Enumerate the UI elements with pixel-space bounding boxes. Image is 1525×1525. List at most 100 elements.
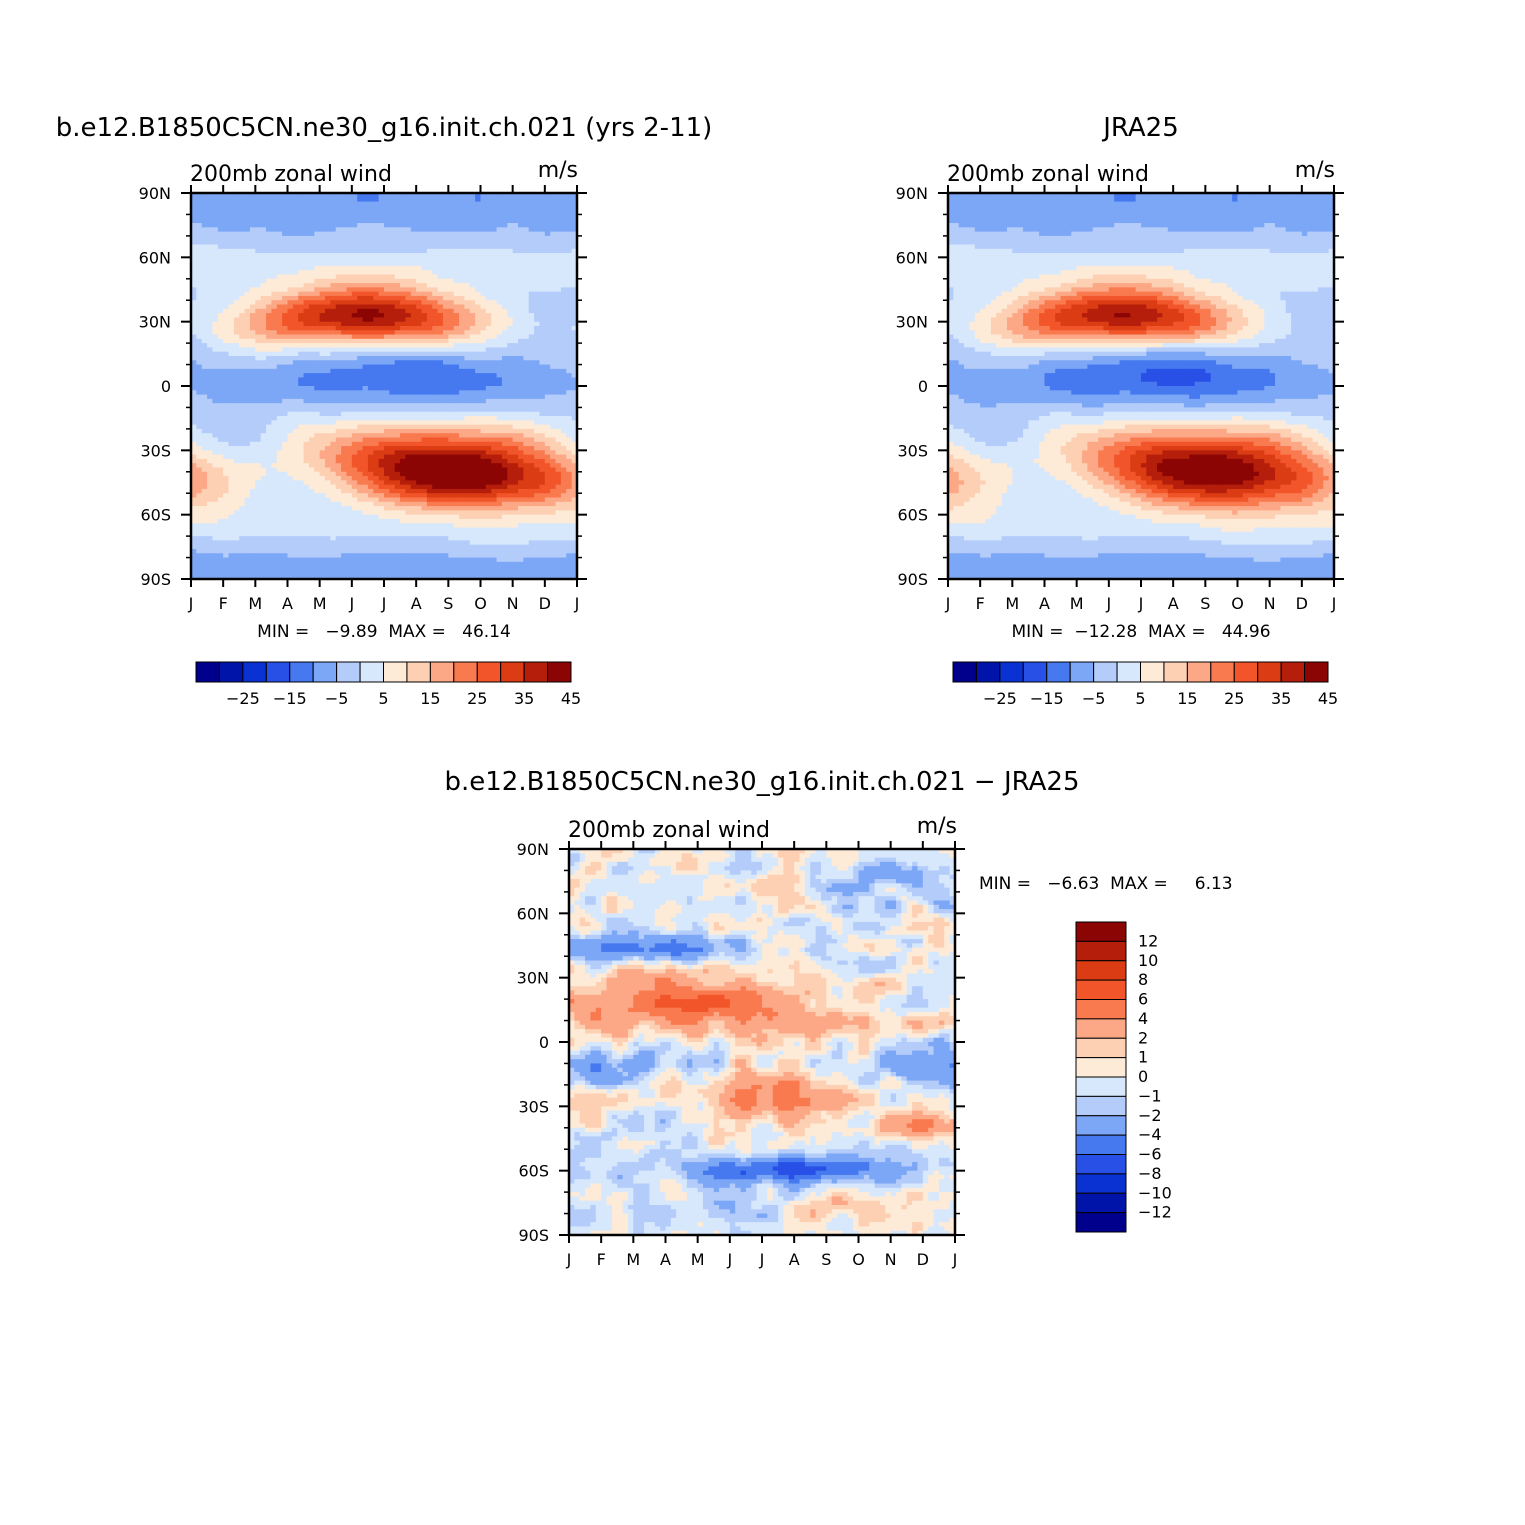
heatmap-cell xyxy=(357,433,364,439)
heatmap-cell xyxy=(475,403,482,409)
heatmap-cell xyxy=(432,201,439,207)
heatmap-cell xyxy=(485,364,492,370)
heatmap-cell xyxy=(292,287,299,293)
heatmap-cell xyxy=(389,501,396,507)
heatmap-cell xyxy=(373,283,380,288)
heatmap-cell xyxy=(400,527,407,533)
heatmap-cell xyxy=(362,437,369,443)
heatmap-cell xyxy=(244,214,251,220)
heatmap-cell xyxy=(335,506,342,511)
heatmap-cell xyxy=(325,244,331,250)
heatmap-cell xyxy=(330,407,337,413)
heatmap-cell xyxy=(244,347,251,353)
heatmap-cell xyxy=(469,321,476,327)
heatmap-cell xyxy=(421,398,428,404)
heatmap-cell xyxy=(351,360,358,366)
heatmap-cell xyxy=(298,446,305,451)
heatmap-cell xyxy=(384,321,390,327)
heatmap-cell xyxy=(421,488,428,494)
heatmap-cell xyxy=(410,441,417,447)
heatmap-cell xyxy=(239,407,246,413)
heatmap-cell xyxy=(239,518,246,524)
heatmap-cell xyxy=(266,458,273,464)
heatmap-cell xyxy=(271,364,278,370)
heatmap-cell xyxy=(432,235,439,241)
heatmap-cell xyxy=(207,338,214,344)
heatmap-cell xyxy=(319,283,326,288)
heatmap-cell xyxy=(421,441,428,447)
heatmap-cell xyxy=(410,480,417,486)
heatmap-cell xyxy=(426,570,433,576)
heatmap-cell xyxy=(469,428,476,434)
heatmap-cell xyxy=(223,510,230,516)
heatmap-cell xyxy=(400,287,407,293)
heatmap-cell xyxy=(453,570,460,576)
heatmap-cell xyxy=(319,411,326,417)
heatmap-cell xyxy=(464,291,471,297)
heatmap-cell xyxy=(314,506,321,511)
heatmap-cell xyxy=(357,304,364,310)
heatmap-cell xyxy=(276,278,283,284)
heatmap-cell xyxy=(459,253,466,258)
heatmap-cell xyxy=(287,394,294,400)
heatmap-cell xyxy=(405,227,412,233)
heatmap-cell xyxy=(351,454,358,460)
heatmap-cell xyxy=(233,360,240,366)
heatmap-cell xyxy=(325,205,331,211)
heatmap-cell xyxy=(357,231,364,237)
heatmap-cell xyxy=(464,501,471,507)
heatmap-cell xyxy=(196,223,203,228)
heatmap-cell xyxy=(362,360,369,366)
heatmap-cell xyxy=(432,506,439,511)
heatmap-cell xyxy=(314,570,321,576)
heatmap-cell xyxy=(228,570,235,576)
heatmap-cell xyxy=(453,454,460,460)
heatmap-cell xyxy=(207,527,214,533)
heatmap-cell xyxy=(191,446,197,451)
heatmap-cell xyxy=(357,321,364,327)
heatmap-cell xyxy=(282,548,289,554)
heatmap-cell xyxy=(271,317,278,323)
heatmap-cell xyxy=(341,420,348,426)
heatmap-cell xyxy=(271,450,278,456)
heatmap-cell xyxy=(459,488,466,494)
heatmap-cell xyxy=(191,433,197,439)
heatmap-cell xyxy=(389,295,396,301)
heatmap-cell xyxy=(378,450,385,456)
heatmap-cell xyxy=(298,458,305,464)
heatmap-cell xyxy=(373,321,380,327)
heatmap-cell xyxy=(287,317,294,323)
heatmap-cell xyxy=(394,201,401,207)
heatmap-cell xyxy=(282,295,289,301)
heatmap-cell xyxy=(432,454,439,460)
heatmap-cell xyxy=(341,484,348,490)
heatmap-cell xyxy=(453,561,460,567)
heatmap-cell xyxy=(228,501,235,507)
heatmap-cell xyxy=(346,261,353,267)
heatmap-cell xyxy=(314,441,321,447)
heatmap-cell xyxy=(442,257,449,263)
heatmap-cell xyxy=(437,283,444,288)
heatmap-cell xyxy=(271,433,278,439)
heatmap-cell xyxy=(475,265,482,271)
heatmap-cell xyxy=(308,566,315,572)
heatmap-cell xyxy=(389,373,396,379)
heatmap-cell xyxy=(212,317,219,323)
heatmap-cell xyxy=(432,557,439,563)
heatmap-cell xyxy=(239,553,246,559)
heatmap-cell xyxy=(191,227,197,233)
heatmap-cell xyxy=(276,386,283,391)
heatmap-cell xyxy=(400,355,407,361)
heatmap-cell xyxy=(207,471,214,477)
heatmap-cell xyxy=(437,214,444,220)
heatmap-cell xyxy=(260,334,267,340)
heatmap-cell xyxy=(255,300,262,306)
heatmap-cell xyxy=(303,570,310,576)
heatmap-cell xyxy=(223,488,230,494)
heatmap-cell xyxy=(426,360,433,366)
heatmap-cell xyxy=(276,300,283,306)
heatmap-cell xyxy=(459,304,466,310)
heatmap-cell xyxy=(351,450,358,456)
heatmap-cell xyxy=(228,270,235,276)
heatmap-cell xyxy=(389,420,396,426)
